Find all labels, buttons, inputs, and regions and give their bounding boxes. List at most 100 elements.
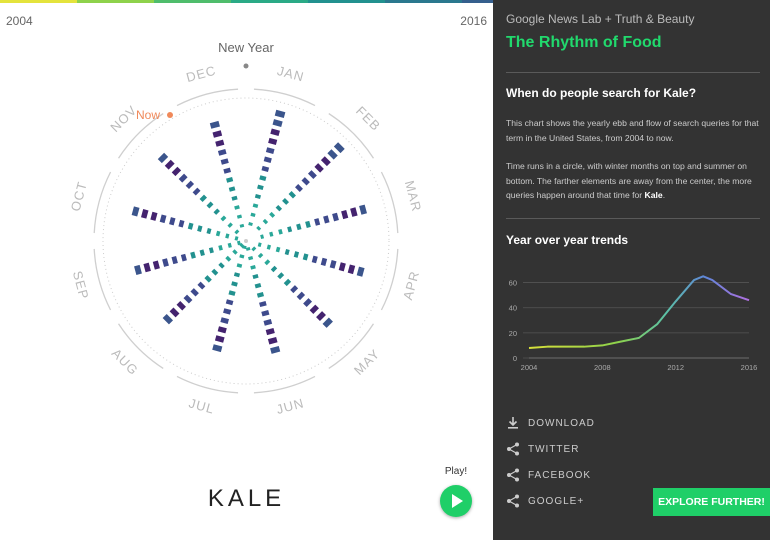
spiral-mark	[234, 229, 240, 235]
spiral-mark	[209, 120, 220, 129]
divider	[506, 72, 760, 73]
spiral-mark	[199, 194, 207, 202]
spiral-mark	[236, 263, 243, 268]
spiral-mark	[239, 223, 245, 228]
spiral-mark	[256, 291, 264, 298]
spiral-mark	[347, 264, 356, 275]
spiral-mark	[217, 326, 227, 334]
food-term-title: KALE	[207, 485, 286, 512]
spiral-mark	[212, 344, 223, 353]
spiral-mark	[272, 119, 283, 128]
spiral-mark	[183, 294, 193, 304]
spiral-mark	[232, 249, 238, 255]
download-icon	[508, 417, 518, 429]
month-label: JUL	[187, 395, 216, 416]
trends-heading: Year over year trends	[506, 233, 629, 247]
spiral-mark	[309, 304, 319, 314]
spiral-mark	[254, 193, 261, 199]
spiral-mark	[162, 313, 174, 325]
month-arc	[117, 323, 164, 370]
googleplus-share-link[interactable]: GOOGLE+	[506, 492, 584, 510]
spiral-mark	[217, 148, 227, 156]
spiral-mark	[252, 203, 259, 208]
spiral-mark	[197, 281, 206, 290]
app-title[interactable]: The Rhythm of Food	[506, 34, 662, 51]
play-button[interactable]	[440, 485, 472, 517]
spiral-mark	[265, 147, 275, 154]
spiral-mark	[251, 246, 257, 252]
spiral-mark	[157, 152, 169, 164]
spiral-mark	[239, 254, 245, 259]
month-arc	[380, 171, 399, 234]
month-arc	[328, 112, 375, 159]
radial-panel: 2004 2016 JAN FEB MAR APR MAY JUN JUL AUG SEP OCT…	[6, 14, 487, 517]
download-link[interactable]: DOWNLOAD	[506, 414, 595, 432]
spiral-mark	[277, 272, 285, 280]
twitter-share-link[interactable]: TWITTER	[506, 440, 579, 458]
trend-line	[528, 275, 750, 349]
spiral-mark	[329, 260, 337, 269]
spiral-mark	[296, 291, 306, 301]
spiral-mark	[283, 278, 292, 287]
month-arc	[253, 375, 316, 394]
spiral-mark	[169, 307, 180, 318]
spiral-mark	[225, 233, 230, 239]
facebook-label: FACEBOOK	[528, 469, 592, 481]
spiral-mark	[212, 130, 223, 138]
spiral-mark	[226, 177, 234, 183]
color-strip-segment	[154, 0, 231, 3]
spiral-mark	[206, 228, 212, 235]
spiral-mark	[302, 253, 309, 261]
spiral-mark	[275, 204, 283, 212]
spiral-mark	[350, 207, 358, 217]
month-arc	[93, 171, 112, 234]
radial-chart: JANFEBMARAPRMAYJUNJULAUGSEPOCTNOVDECNew …	[68, 40, 425, 417]
color-strip-segment	[231, 0, 308, 3]
spiral-mark	[218, 244, 223, 251]
spiral-mark	[316, 311, 326, 321]
month-label: SEP	[70, 269, 92, 301]
color-strip-segment	[0, 0, 77, 3]
spiral-mark	[231, 195, 238, 201]
center-dot	[244, 239, 248, 243]
spiral-mark	[140, 209, 149, 219]
spiral-mark	[214, 335, 225, 343]
spiral-mark	[250, 212, 256, 217]
spiral-mark	[171, 166, 182, 177]
spiral-mark	[218, 262, 225, 269]
twitter-label: TWITTER	[528, 443, 580, 455]
spiral-mark	[190, 288, 199, 297]
spiral-mark	[356, 266, 365, 277]
spiral-mark	[228, 186, 236, 192]
spiral-mark	[282, 197, 290, 205]
month-label: MAR	[402, 179, 425, 214]
y-tick-label: 60	[509, 279, 517, 288]
spiral-mark	[227, 222, 233, 228]
spiral-mark	[248, 222, 253, 226]
spiral-mark	[236, 240, 241, 246]
now-dot	[167, 112, 173, 118]
divider	[506, 218, 760, 219]
y-tick-label: 20	[509, 329, 517, 338]
spiral-mark	[164, 159, 175, 170]
trend-chart: 0 20 40 60 2004 2008 2012 2016	[509, 275, 757, 372]
spiral-mark	[296, 223, 302, 231]
facebook-share-link[interactable]: FACEBOOK	[506, 466, 591, 484]
spiral-mark	[341, 209, 349, 220]
explore-further-button[interactable]: EXPLORE FURTHER!	[653, 488, 770, 516]
spiral-mark	[211, 268, 219, 276]
color-strip-segment	[385, 0, 462, 3]
x-tick-label: 2004	[521, 363, 538, 372]
share-icon	[507, 468, 519, 482]
spiral-mark	[225, 255, 232, 262]
spiral-mark	[134, 264, 142, 276]
spiral-mark	[220, 215, 227, 222]
month-label: JUN	[275, 395, 306, 417]
spiral-mark	[143, 262, 151, 273]
spiral-mark	[171, 256, 178, 265]
spiral-mark	[197, 225, 203, 232]
spiral-mark	[152, 260, 160, 270]
spiral-mark	[320, 257, 328, 266]
spiral-mark	[250, 264, 256, 270]
play-label: Play!	[444, 466, 468, 477]
